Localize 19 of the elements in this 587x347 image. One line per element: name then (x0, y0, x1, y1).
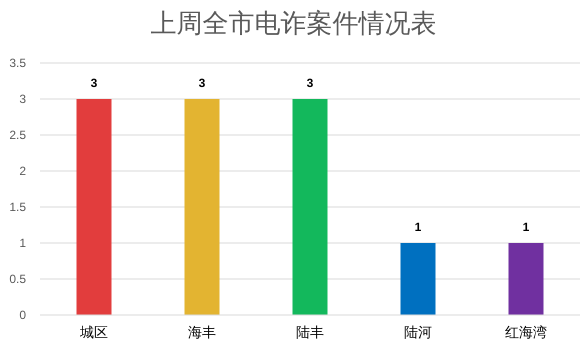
x-tick-label: 陆丰 (296, 325, 324, 341)
y-tick-label: 0.5 (9, 272, 26, 286)
y-tick-label: 1 (19, 236, 26, 250)
y-tick-label: 0 (19, 308, 26, 322)
data-label: 3 (198, 76, 206, 90)
data-label: 3 (90, 76, 98, 90)
y-tick-label: 2.5 (9, 128, 26, 142)
y-tick-label: 2 (19, 164, 26, 178)
y-tick-label: 3.5 (9, 56, 26, 70)
data-label: 1 (522, 220, 530, 234)
data-label: 1 (414, 220, 422, 234)
x-tick-label: 陆河 (404, 325, 432, 341)
x-tick-label: 红海湾 (505, 325, 547, 341)
x-tick-label: 城区 (79, 325, 108, 341)
y-tick-label: 1.5 (9, 200, 26, 214)
x-tick-label: 海丰 (188, 325, 216, 341)
y-tick-label: 3 (19, 92, 26, 106)
chart-title: 上周全市电诈案件情况表 (150, 9, 436, 39)
data-label: 3 (306, 76, 314, 90)
